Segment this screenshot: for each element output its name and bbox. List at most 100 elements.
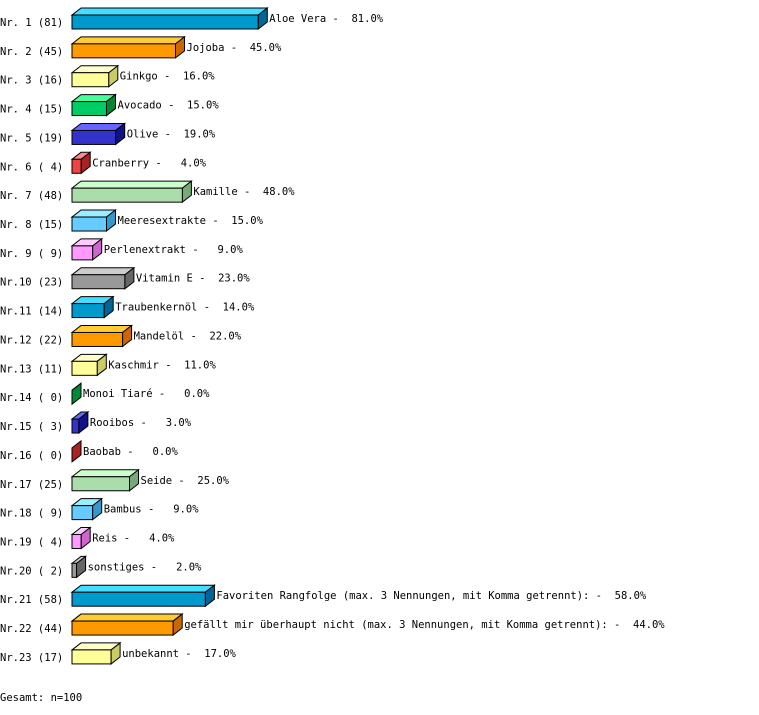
bar-side: [78, 411, 89, 435]
bar: [71, 360, 98, 376]
bar: [71, 418, 80, 434]
bar: [71, 72, 110, 88]
row-label: Nr. 6 ( 4): [0, 161, 63, 173]
row-label: Nr.22 (44): [0, 623, 63, 635]
bar-value-label: Kaschmir - 11.0%: [108, 359, 216, 371]
bar-value-label: Olive - 19.0%: [127, 128, 216, 140]
bar-side: [76, 555, 87, 579]
bar-value-label: Mandelöl - 22.0%: [134, 330, 242, 342]
row-label: Nr. 8 (15): [0, 219, 63, 231]
bar-side: [115, 122, 126, 146]
bar: [71, 562, 78, 578]
row-label: Nr.21 (58): [0, 594, 63, 606]
bar-top: [70, 613, 184, 622]
bar-side: [124, 266, 135, 290]
row-label: Nr.10 (23): [0, 277, 63, 289]
bar-value-label: Rooibos - 3.0%: [90, 417, 192, 429]
bar-value-label: Avocado - 15.0%: [118, 100, 220, 112]
bar-value-label: Cranberry - 4.0%: [92, 157, 206, 169]
bar-side: [172, 613, 183, 637]
bar-chart: Nr. 1 (81) Aloe Vera - 81.0% Nr. 2 (45) Joj…: [0, 6, 665, 665]
bar-top: [70, 324, 134, 333]
bar: [71, 331, 124, 347]
row-label: Nr.14 ( 0): [0, 392, 63, 404]
bar-value-label: unbekannt - 17.0%: [122, 648, 236, 660]
bar-value-label: Bambus - 9.0%: [104, 504, 200, 516]
row-label: Nr.11 (14): [0, 306, 63, 318]
bar: [71, 14, 259, 30]
row-label: Nr. 4 (15): [0, 104, 63, 116]
bar-value-label: Seide - 25.0%: [141, 475, 230, 487]
row-label: Nr.23 (17): [0, 652, 63, 664]
bar-side: [106, 208, 116, 233]
bar: [71, 274, 126, 290]
total-count: Gesamt: n=100: [0, 692, 83, 704]
bar-value-label: Meeresextrakte - 15.0%: [118, 215, 264, 227]
row-label: Nr.12 (22): [0, 334, 63, 346]
bar: [71, 505, 94, 521]
row-label: Nr. 7 (48): [0, 190, 63, 202]
row-label: Nr.15 ( 3): [0, 421, 63, 433]
bar: [71, 533, 82, 549]
row-label: Nr.17 (25): [0, 479, 63, 491]
row-label: Nr. 5 (19): [0, 132, 63, 144]
row-label: Nr. 3 (16): [0, 75, 63, 87]
bar-value-label: Monoi Tiaré - 0.0%: [83, 388, 210, 400]
bar-side: [92, 497, 103, 521]
bar-side: [71, 382, 82, 406]
bar-top: [70, 469, 140, 478]
bar-side: [257, 6, 268, 31]
bar: [71, 649, 112, 665]
bar: [71, 620, 174, 636]
bar: [71, 187, 183, 203]
bar-value-label: Baobab - 0.0%: [83, 446, 179, 458]
row-label: Nr.16 ( 0): [0, 450, 63, 462]
bar-value-label: sonstiges - 2.0%: [88, 561, 202, 573]
bar-side: [108, 64, 119, 88]
bar-value-label: Jojoba - 45.0%: [187, 42, 283, 54]
bar: [71, 101, 107, 117]
row-label: Nr. 1 (81): [0, 17, 63, 29]
bar-value-label: Aloe Vera - 81.0%: [269, 13, 383, 25]
bar: [71, 245, 94, 261]
row-label: Nr.20 ( 2): [0, 565, 63, 577]
bar-value-label: Favoriten Rangfolge (max. 3 Nennungen, m…: [216, 590, 647, 602]
bar: [71, 158, 82, 174]
bar-top: [70, 267, 136, 276]
bar-value-label: gefällt mir überhaupt nicht (max. 3 Nenn…: [184, 619, 665, 631]
bar-top: [70, 36, 186, 45]
row-label: Nr.13 (11): [0, 363, 63, 375]
bar-side: [106, 93, 116, 117]
bar-side: [71, 439, 82, 463]
bar-value-label: Perlenextrakt - 9.0%: [104, 244, 244, 256]
row-label: Nr.18 ( 9): [0, 508, 63, 520]
bar: [71, 129, 117, 145]
bar-side: [204, 584, 215, 608]
bar-top: [70, 180, 193, 189]
row-label: Nr. 2 (45): [0, 46, 63, 58]
bar-side: [103, 295, 114, 319]
bar-side: [122, 324, 133, 348]
bar: [71, 43, 176, 59]
bar-side: [181, 180, 192, 204]
bar-side: [96, 353, 107, 377]
bar-top: [70, 7, 269, 16]
bar-value-label: Traubenkernöl - 14.0%: [115, 302, 255, 314]
row-label: Nr.19 ( 4): [0, 536, 63, 548]
bar-side: [80, 151, 91, 175]
row-label: Nr. 9 ( 9): [0, 248, 63, 260]
bar: [71, 303, 105, 319]
bar: [71, 591, 206, 607]
bar-top: [70, 584, 216, 593]
bar: [71, 216, 107, 232]
bar-side: [129, 468, 139, 492]
bar-side: [175, 35, 185, 59]
bar-value-label: Kamille - 48.0%: [193, 186, 295, 198]
bar-value-label: Ginkgo - 16.0%: [120, 71, 216, 83]
bar: [71, 476, 130, 492]
bar-value-label: Reis - 4.0%: [92, 532, 175, 544]
bar-side: [92, 237, 103, 261]
bar-side: [80, 526, 91, 550]
bar-side: [110, 641, 121, 665]
bar-value-label: Vitamin E - 23.0%: [136, 273, 250, 285]
